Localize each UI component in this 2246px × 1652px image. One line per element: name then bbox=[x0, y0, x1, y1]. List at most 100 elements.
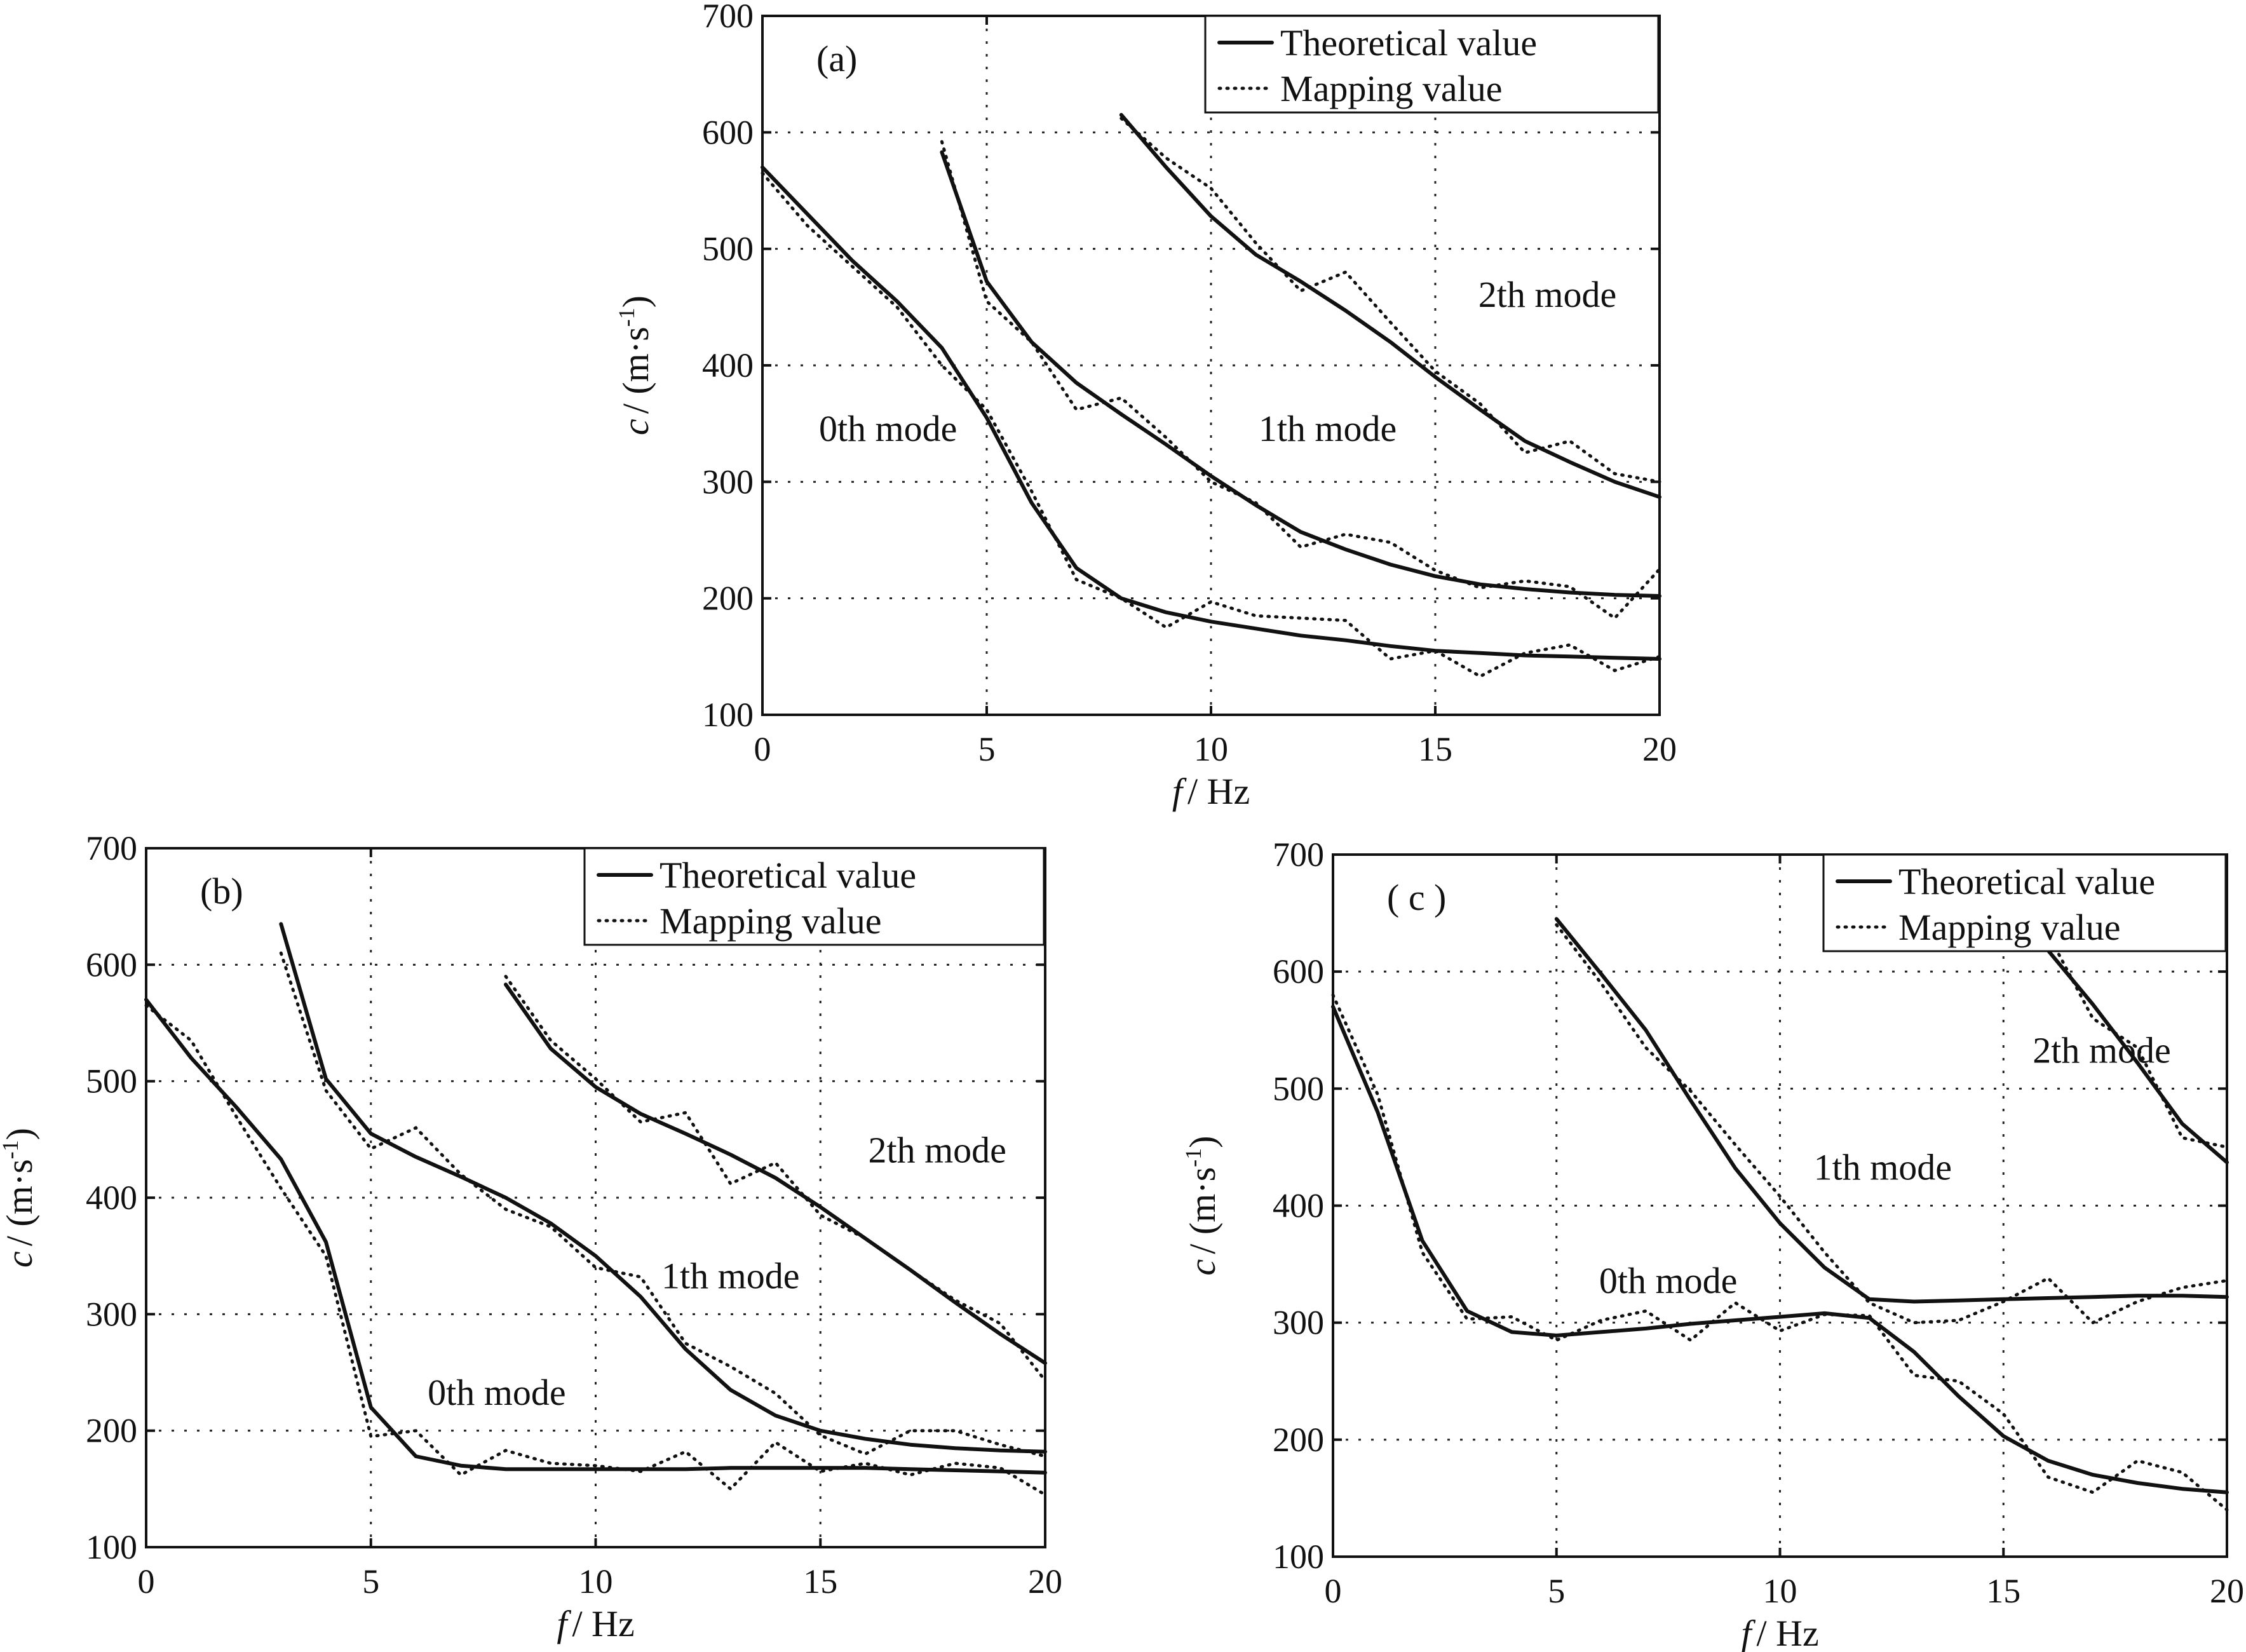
chart-panel-2: 0 5 10 15 20 100 200 300 400 500 600 700 f / Hz c / (m·… bbox=[1181, 836, 2244, 1652]
panel-label: (a) bbox=[816, 38, 857, 79]
y-axis-unit: / (m·s bbox=[0, 1159, 40, 1246]
series-line-theoretical-2th-mode bbox=[2046, 949, 2229, 1165]
panel-label: (b) bbox=[200, 870, 243, 912]
x-tick-label: 0 bbox=[1325, 1572, 1342, 1610]
y-axis-label: c / (m·s-1) bbox=[0, 1128, 40, 1268]
x-tick-label: 5 bbox=[978, 730, 996, 768]
x-tick-label: 20 bbox=[1028, 1562, 1062, 1601]
mode-annotation: 0th mode bbox=[428, 1372, 565, 1413]
mode-annotation: 2th mode bbox=[2033, 1029, 2170, 1071]
legend-entry-mapping: Mapping value bbox=[1898, 907, 2121, 948]
legend: Theoretical value Mapping value bbox=[1822, 853, 2227, 952]
mode-annotation: 2th mode bbox=[868, 1130, 1006, 1171]
y-axis-unit-superscript: -1 bbox=[1181, 1148, 1206, 1167]
y-axis-unit-close: ) bbox=[1182, 1135, 1223, 1148]
plot-frame bbox=[1332, 853, 2228, 1558]
series-line-theoretical-1th-mode bbox=[279, 922, 1047, 1454]
x-axis-variable: f bbox=[1172, 771, 1187, 812]
x-axis-unit: / Hz bbox=[572, 1603, 634, 1644]
y-tick-label: 700 bbox=[1273, 836, 1324, 874]
series-line-mapping-0th-mode bbox=[1331, 993, 2229, 1512]
series-line-theoretical-1th-mode bbox=[1554, 917, 2229, 1304]
y-axis-unit-superscript: -1 bbox=[614, 308, 639, 327]
series-line-mapping-2th-mode bbox=[2046, 932, 2229, 1149]
y-tick-label: 400 bbox=[86, 1179, 137, 1217]
series-line-theoretical-2th-mode bbox=[1119, 112, 1661, 499]
mode-annotation: 1th mode bbox=[1814, 1147, 1952, 1188]
series-line-mapping-2th-mode bbox=[1120, 116, 1661, 484]
y-tick-label: 200 bbox=[702, 579, 754, 618]
legend-box bbox=[1204, 15, 1660, 114]
x-tick-label: 15 bbox=[1418, 730, 1452, 768]
y-tick-label: 400 bbox=[702, 346, 754, 384]
series-line-mapping-2th-mode bbox=[504, 975, 1047, 1383]
series-line-theoretical-1th-mode bbox=[940, 150, 1661, 598]
x-axis-variable: f bbox=[557, 1603, 571, 1644]
y-axis-unit-superscript: -1 bbox=[0, 1140, 23, 1159]
y-tick-label: 300 bbox=[86, 1295, 137, 1333]
y-tick-label: 600 bbox=[1273, 952, 1324, 991]
y-tick-label: 100 bbox=[702, 696, 754, 734]
y-tick-label: 100 bbox=[1273, 1538, 1324, 1576]
series-line-mapping-0th-mode bbox=[144, 1004, 1047, 1496]
series-line-theoretical-2th-mode bbox=[504, 982, 1047, 1365]
legend-entry-theoretical: Theoretical value bbox=[1898, 861, 2155, 902]
series-line-mapping-1th-mode bbox=[279, 951, 1047, 1458]
x-tick-label: 10 bbox=[1763, 1572, 1797, 1610]
x-axis-label: f / Hz bbox=[1172, 771, 1250, 812]
series-line-theoretical-0th-mode bbox=[144, 998, 1047, 1475]
x-axis-unit: / Hz bbox=[1756, 1613, 1818, 1652]
y-tick-label: 700 bbox=[86, 829, 137, 867]
series-line-theoretical-0th-mode bbox=[761, 165, 1661, 661]
y-axis-label: c / (m·s-1) bbox=[1181, 1135, 1223, 1275]
y-tick-label: 500 bbox=[86, 1062, 137, 1100]
legend-entry-mapping: Mapping value bbox=[660, 900, 882, 942]
y-axis-label: c / (m·s-1) bbox=[614, 295, 656, 435]
y-axis-variable: c bbox=[1182, 1259, 1223, 1276]
y-axis-unit: / (m·s bbox=[615, 327, 656, 414]
mode-annotation: 1th mode bbox=[661, 1256, 799, 1297]
legend-entry-theoretical: Theoretical value bbox=[1280, 22, 1537, 64]
y-tick-label: 500 bbox=[702, 230, 754, 268]
mode-annotation: 1th mode bbox=[1259, 408, 1397, 449]
legend-box bbox=[1822, 853, 2227, 952]
x-axis-variable: f bbox=[1741, 1613, 1756, 1652]
y-tick-label: 600 bbox=[86, 945, 137, 984]
x-axis-unit: / Hz bbox=[1187, 771, 1250, 812]
x-tick-label: 20 bbox=[2210, 1572, 2244, 1610]
x-tick-label: 5 bbox=[1548, 1572, 1565, 1610]
chart-panel-0: 0 5 10 15 20 100 200 300 400 500 600 700 f / Hz c / (m·… bbox=[614, 0, 1677, 812]
mode-annotation: 0th mode bbox=[819, 408, 957, 449]
x-axis-label: f / Hz bbox=[557, 1603, 634, 1644]
legend-box bbox=[583, 847, 1045, 946]
y-axis-unit: / (m·s bbox=[1182, 1167, 1223, 1254]
x-tick-label: 10 bbox=[1194, 730, 1228, 768]
series-line-mapping-0th-mode bbox=[761, 172, 1661, 679]
mode-annotation: 0th mode bbox=[1599, 1260, 1737, 1301]
series-line-mapping-1th-mode bbox=[1555, 923, 2229, 1325]
y-tick-label: 700 bbox=[702, 0, 754, 35]
y-axis-variable: c bbox=[615, 419, 656, 435]
y-tick-label: 400 bbox=[1273, 1187, 1324, 1225]
x-tick-label: 10 bbox=[579, 1562, 613, 1601]
y-tick-label: 600 bbox=[702, 113, 754, 151]
mode-annotation: 2th mode bbox=[1478, 274, 1616, 315]
y-axis-unit-close: ) bbox=[0, 1128, 40, 1140]
chart-panel-1: 0 5 10 15 20 100 200 300 400 500 600 700 f / Hz c / (m·… bbox=[0, 829, 1062, 1644]
y-axis-unit-close: ) bbox=[615, 295, 656, 308]
y-axis-variable: c bbox=[0, 1251, 40, 1268]
legend-entry-theoretical: Theoretical value bbox=[660, 855, 916, 896]
legend-entry-mapping: Mapping value bbox=[1280, 68, 1503, 109]
y-tick-label: 300 bbox=[1273, 1304, 1324, 1342]
y-tick-label: 100 bbox=[86, 1528, 137, 1566]
y-tick-label: 500 bbox=[1273, 1069, 1324, 1107]
x-tick-label: 15 bbox=[803, 1562, 837, 1601]
x-tick-label: 15 bbox=[1986, 1572, 2020, 1610]
panel-label: ( c ) bbox=[1387, 877, 1446, 918]
y-tick-label: 200 bbox=[86, 1412, 137, 1450]
x-axis-label: f / Hz bbox=[1741, 1613, 1818, 1652]
x-tick-label: 5 bbox=[362, 1562, 379, 1601]
